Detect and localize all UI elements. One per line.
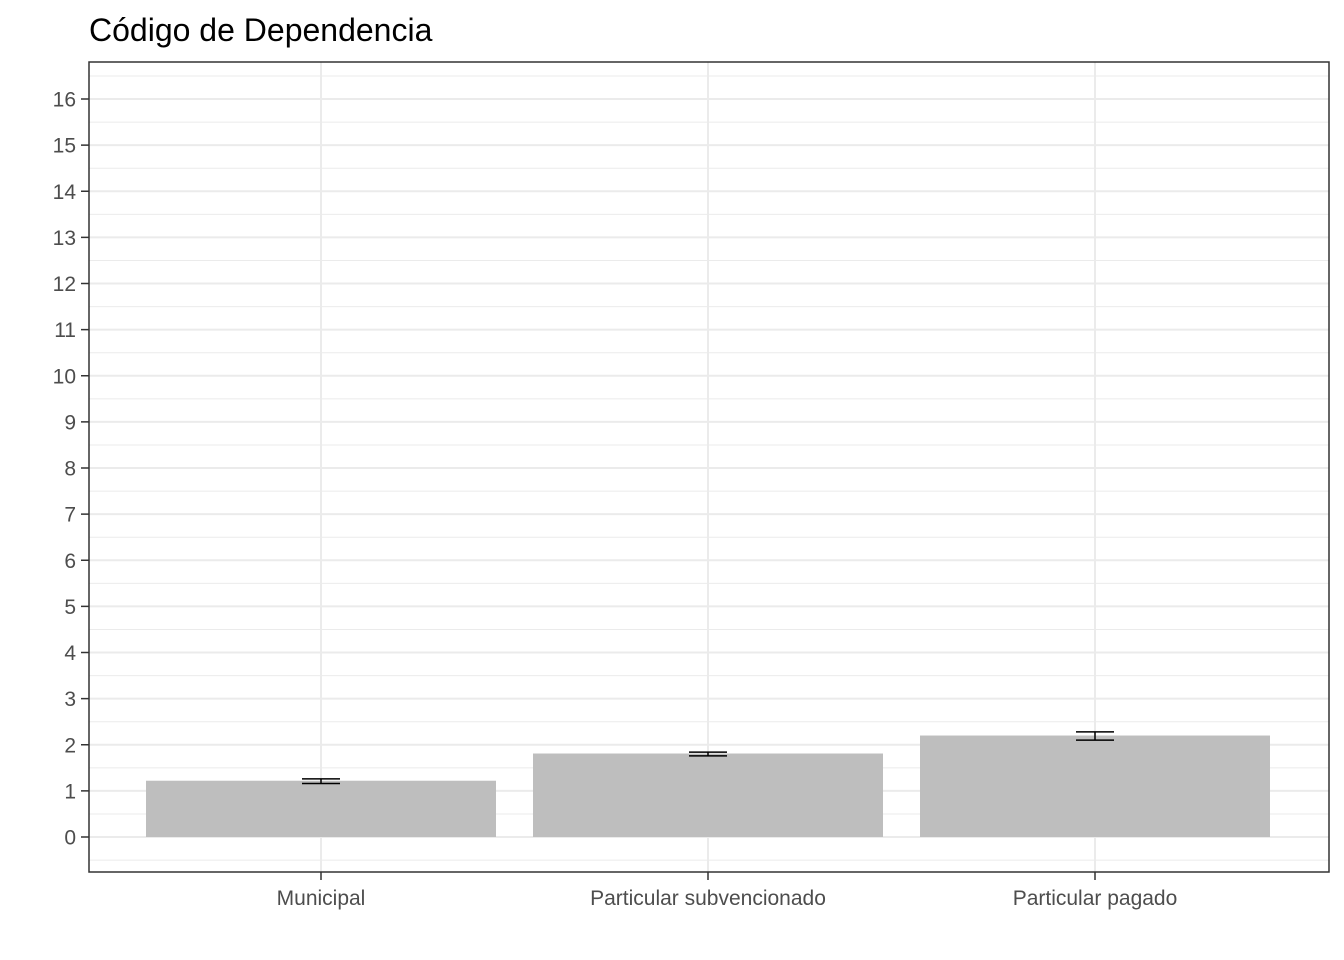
y-tick-label: 8	[64, 458, 76, 481]
y-tick-label: 3	[64, 688, 76, 711]
y-tick-label: 5	[64, 596, 76, 619]
bar	[920, 735, 1270, 837]
y-tick-label: 6	[64, 550, 76, 573]
error-bar	[689, 751, 727, 757]
x-tick-label: Particular pagado	[1013, 887, 1178, 910]
error-bars	[302, 731, 1114, 785]
y-tick-label: 16	[53, 89, 76, 112]
bar	[533, 753, 883, 837]
panel-border	[88, 61, 1330, 873]
x-tick-label: Particular subvencionado	[590, 887, 826, 910]
x-axis: Municipal Particular subvencionado Particu…	[277, 872, 1178, 910]
y-tick-label: 10	[53, 365, 76, 388]
y-tick-label: 11	[54, 319, 76, 342]
y-tick-label: 2	[64, 734, 76, 757]
bar	[146, 780, 496, 837]
chart-title: Código de Dependencia	[89, 12, 433, 48]
x-tick-label: Municipal	[277, 887, 366, 910]
y-tick-label: 4	[64, 642, 76, 665]
y-tick-label: 0	[64, 827, 76, 850]
y-tick-label: 15	[53, 135, 76, 158]
y-tick-label: 12	[53, 273, 76, 296]
y-tick-label: 14	[53, 181, 77, 204]
y-tick-label: 13	[53, 227, 76, 250]
error-bar	[1076, 731, 1114, 741]
bars	[146, 735, 1270, 837]
y-tick-label: 9	[64, 411, 76, 434]
error-bar	[302, 778, 340, 785]
y-tick-label: 1	[64, 780, 76, 803]
y-tick-label: 7	[64, 504, 76, 527]
